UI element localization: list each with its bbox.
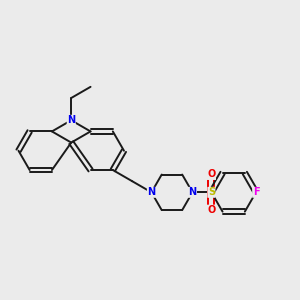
Text: F: F (253, 187, 259, 197)
Text: S: S (208, 187, 215, 197)
Text: O: O (207, 169, 215, 179)
Text: N: N (188, 187, 196, 197)
Text: O: O (207, 205, 215, 215)
Text: N: N (147, 187, 155, 197)
Text: N: N (67, 115, 75, 125)
